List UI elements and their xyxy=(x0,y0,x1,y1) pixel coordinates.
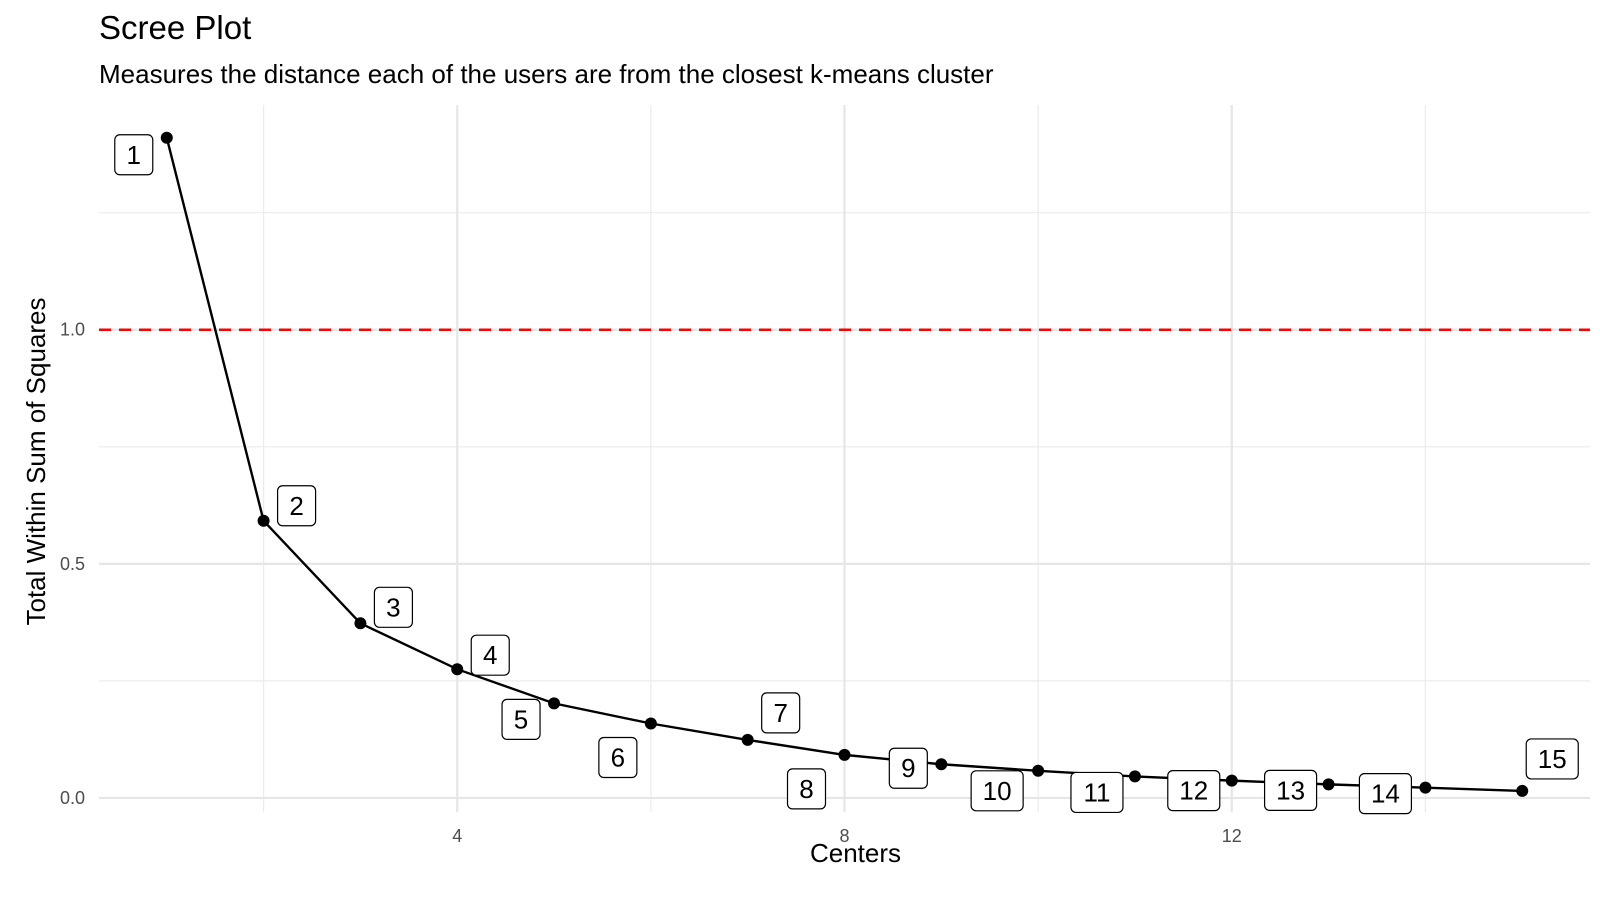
data-label-box xyxy=(470,634,510,676)
data-point xyxy=(354,617,367,630)
data-label-text: 6 xyxy=(611,743,625,773)
data-label-text: 14 xyxy=(1371,779,1400,809)
data-label-box xyxy=(501,698,541,740)
data-label: 15 xyxy=(1525,738,1579,780)
data-point xyxy=(1128,770,1141,783)
data-label-box xyxy=(1263,769,1318,811)
data-label-text: 15 xyxy=(1538,744,1567,774)
data-point xyxy=(741,733,754,746)
data-label-text: 5 xyxy=(514,704,528,734)
data-label: 14 xyxy=(1358,773,1413,815)
data-label: 7 xyxy=(761,692,801,734)
x-tick-label: 12 xyxy=(1222,826,1242,846)
y-tick-label: 1.0 xyxy=(60,320,85,340)
data-label: 2 xyxy=(276,485,317,527)
data-label-text: 12 xyxy=(1179,776,1208,806)
data-point xyxy=(838,748,851,761)
chart-subtitle: Measures the distance each of the users … xyxy=(99,59,994,89)
x-tick-label: 4 xyxy=(452,826,462,846)
data-point xyxy=(1516,784,1529,797)
y-tick-label: 0.5 xyxy=(60,554,85,574)
data-point xyxy=(451,663,464,676)
data-label-text: 7 xyxy=(773,698,787,728)
data-label-box xyxy=(1525,738,1579,780)
chart-title: Scree Plot xyxy=(99,9,252,46)
data-label: 3 xyxy=(373,586,414,628)
data-label-text: 3 xyxy=(386,592,400,622)
data-label-text: 8 xyxy=(799,774,813,804)
y-axis-title: Total Within Sum of Squares xyxy=(21,297,51,625)
data-label-text: 13 xyxy=(1276,775,1305,805)
data-point xyxy=(257,514,270,527)
data-label-text: 4 xyxy=(483,640,497,670)
data-point xyxy=(1419,781,1432,794)
data-label-box xyxy=(598,736,638,779)
data-label: 12 xyxy=(1167,770,1221,812)
data-point xyxy=(160,131,173,144)
x-axis-title: Centers xyxy=(810,838,901,868)
x-tick-label: 8 xyxy=(839,826,849,846)
data-label-box xyxy=(1070,771,1124,814)
data-point xyxy=(1225,774,1238,787)
data-label: 5 xyxy=(501,698,541,740)
data-label-text: 2 xyxy=(289,491,303,521)
data-label-box xyxy=(1167,770,1221,812)
major-gridlines xyxy=(99,105,1590,812)
data-point xyxy=(548,697,561,710)
data-label-text: 1 xyxy=(127,140,141,170)
data-points-layer xyxy=(160,131,1529,797)
data-label-text: 10 xyxy=(983,776,1012,806)
data-label: 8 xyxy=(786,768,827,810)
data-label-box xyxy=(970,770,1024,812)
y-tick-label: 0.0 xyxy=(60,788,85,808)
data-label: 11 xyxy=(1070,771,1124,814)
data-label: 10 xyxy=(970,770,1024,812)
data-label: 13 xyxy=(1263,769,1318,811)
data-label-text: 11 xyxy=(1083,777,1110,807)
data-label-box xyxy=(1358,773,1413,815)
data-label-box xyxy=(373,586,414,628)
data-point xyxy=(935,758,948,771)
data-label-box xyxy=(888,747,928,789)
data-label: 1 xyxy=(114,134,154,176)
data-label-box xyxy=(276,485,317,527)
data-label: 9 xyxy=(888,747,928,789)
data-point xyxy=(644,717,657,730)
data-point xyxy=(1032,764,1045,777)
data-label-box xyxy=(761,692,801,734)
data-label: 6 xyxy=(598,736,638,779)
data-label-box xyxy=(786,768,827,810)
data-label-text: 9 xyxy=(901,753,915,783)
data-label: 4 xyxy=(470,634,510,676)
data-label-box xyxy=(114,134,154,176)
data-point xyxy=(1322,778,1335,791)
tick-labels-layer: 4 8 12 0.0 0.5 1.0 xyxy=(60,320,1242,846)
